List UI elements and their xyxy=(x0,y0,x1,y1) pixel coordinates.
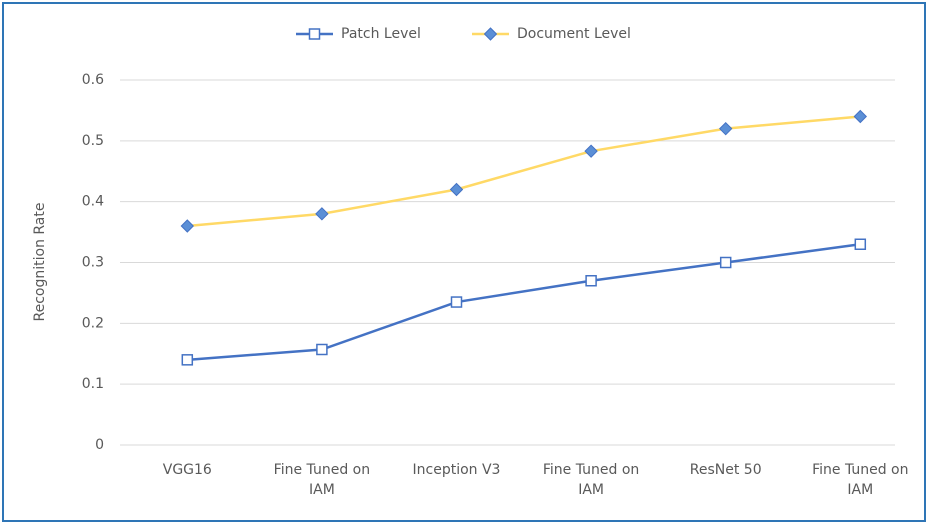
x-tick-label: Fine Tuned on IAM xyxy=(812,462,909,498)
y-tick-label: 0 xyxy=(95,437,104,453)
point xyxy=(854,238,867,250)
point xyxy=(719,256,732,269)
point xyxy=(450,296,463,308)
x-tick-label: VGG16 xyxy=(162,462,212,478)
point xyxy=(585,275,597,287)
legend-marker xyxy=(308,28,321,40)
point xyxy=(718,121,733,136)
y-tick-label: 0.6 xyxy=(82,72,104,88)
point xyxy=(853,109,868,124)
series-line xyxy=(187,115,861,228)
legend-label: Patch Level xyxy=(341,26,421,42)
point xyxy=(315,207,329,221)
x-tick-label: Fine Tuned on IAM xyxy=(273,462,371,498)
x-tick-label: Fine Tuned on IAM xyxy=(542,462,640,498)
y-tick-label: 0.5 xyxy=(82,133,104,149)
y-axis-label: Recognition Rate xyxy=(32,203,48,322)
x-tick-label: Inception V3 xyxy=(412,462,501,478)
y-tick-label: 0.3 xyxy=(82,255,104,271)
x-tick-label: ResNet 50 xyxy=(689,462,762,478)
legend-marker xyxy=(483,27,498,41)
point xyxy=(584,144,598,158)
series-line xyxy=(187,243,861,362)
point xyxy=(449,182,464,197)
y-tick-label: 0.2 xyxy=(82,315,104,331)
y-tick-label: 0.1 xyxy=(82,376,104,392)
legend-label: Document Level xyxy=(517,26,631,42)
y-tick-label: 0.4 xyxy=(82,194,104,210)
point xyxy=(180,219,195,233)
chart: Recognition Rate 0 0.1 0.2 0.3 0.4 0.5 0.6 Patc… xyxy=(32,26,895,453)
point xyxy=(181,354,194,366)
point xyxy=(316,343,328,356)
